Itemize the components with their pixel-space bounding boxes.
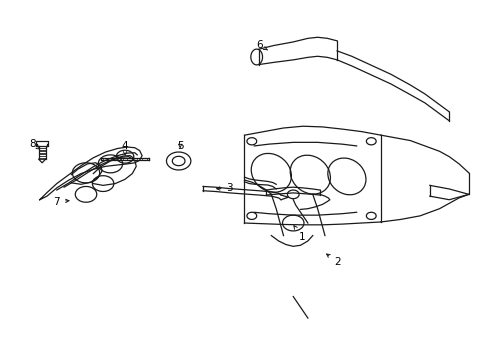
Text: 7: 7 [53,197,69,207]
Text: 1: 1 [293,226,305,242]
Text: 3: 3 [216,183,233,193]
Text: 6: 6 [255,40,267,50]
Text: 2: 2 [326,254,340,267]
Text: 5: 5 [177,140,183,150]
Text: 4: 4 [122,140,128,155]
Text: 8: 8 [29,139,40,149]
